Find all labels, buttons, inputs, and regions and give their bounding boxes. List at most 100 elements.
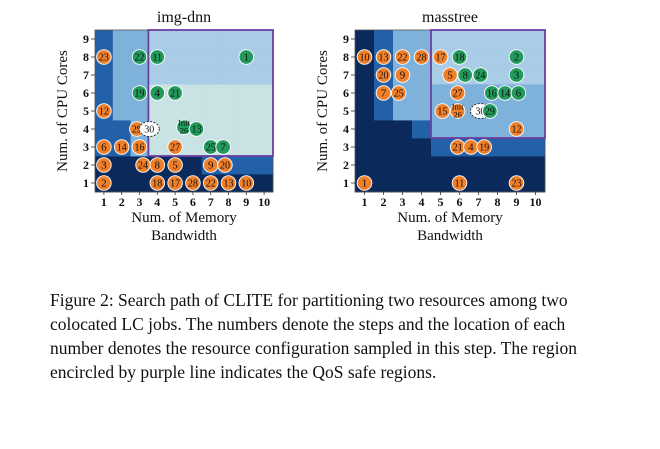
search-step-label: 20 <box>220 161 230 172</box>
search-step-circle <box>434 103 451 119</box>
heatmap-cell <box>393 138 413 157</box>
heatmap-cell <box>507 102 527 121</box>
search-step-circle <box>394 49 411 65</box>
search-step-label: 10 <box>241 179 251 190</box>
search-step-circle <box>149 49 166 65</box>
search-step-label: 22 <box>206 179 216 190</box>
search-step-marker: 4 <box>149 85 166 101</box>
heatmap-cell <box>431 84 451 103</box>
search-step-circle <box>356 175 373 191</box>
search-step-label: 16 <box>135 143 145 154</box>
search-step-marker: 17 <box>167 175 183 191</box>
heatmap-cell <box>412 84 432 103</box>
heatmap-cell <box>507 156 527 175</box>
search-step-label: 11 <box>455 179 465 190</box>
heatmap-cell <box>412 66 432 85</box>
search-step-label: 18 <box>455 53 465 64</box>
heatmap-cell <box>393 120 413 139</box>
search-step-label: Init <box>178 118 190 128</box>
x-tick-label: 8 <box>495 195 501 209</box>
search-step-label: 19 <box>135 89 145 100</box>
heatmap-cell <box>255 30 274 49</box>
heatmap-cell <box>469 84 489 103</box>
search-step-label: 2 <box>514 52 520 64</box>
chart-title: img-dnn <box>157 9 211 26</box>
y-tick-label: 8 <box>343 50 349 64</box>
heatmap-cell <box>130 174 149 193</box>
search-step-marker: 1 <box>238 49 255 65</box>
search-step-marker: 23 <box>96 49 112 65</box>
search-step-label: 19 <box>479 143 489 154</box>
search-step-marker: 13 <box>375 49 392 65</box>
heatmap-cell <box>412 120 432 139</box>
heatmap-cell <box>431 120 451 139</box>
search-step-label: 4 <box>468 142 474 154</box>
heatmap-cell <box>237 120 256 139</box>
heatmap-cell <box>166 66 185 85</box>
search-step-marker: 21 <box>449 139 466 155</box>
heatmap-cell <box>393 156 413 175</box>
heatmap-cell <box>469 174 489 193</box>
search-step-circle <box>96 139 112 155</box>
search-step-label: 28 <box>417 53 427 64</box>
search-step-label: 23 <box>512 179 522 190</box>
search-step-label: 30 <box>475 107 485 118</box>
x-tick-label: 2 <box>381 195 387 209</box>
search-step-label: 7 <box>220 142 226 154</box>
search-step-marker: 9 <box>394 67 411 83</box>
search-step-circle <box>510 85 527 101</box>
heatmap-cell <box>201 66 220 85</box>
search-step-circle <box>457 67 473 83</box>
heatmap-cell <box>488 156 508 175</box>
y-tick-label: 7 <box>83 68 89 82</box>
heatmap-cell <box>184 138 203 157</box>
search-step-marker: 1 <box>356 175 373 191</box>
heatmap-cell <box>130 102 149 121</box>
search-step-label: 27 <box>170 143 180 154</box>
search-step-marker: 27 <box>167 139 183 155</box>
heatmap-cell <box>130 66 149 85</box>
heatmap-cell <box>469 30 489 49</box>
heatmap-cell <box>488 48 508 67</box>
search-step-label: 17 <box>170 179 180 190</box>
heatmap-cell <box>355 156 375 175</box>
search-step-circle <box>451 49 468 65</box>
heatmap-cell <box>148 66 167 85</box>
search-step-marker: 22 <box>394 49 411 65</box>
y-axis-label: Num. of CPU Cores <box>315 50 331 172</box>
heatmap-cell <box>219 102 238 121</box>
heatmap-cell <box>450 120 470 139</box>
search-step-circle <box>217 157 233 173</box>
heatmap-cell <box>255 156 274 175</box>
search-step-circle <box>449 103 466 119</box>
search-step-circle <box>149 175 166 191</box>
heatmap-cell <box>148 30 167 49</box>
heatmap-cell <box>488 120 508 139</box>
search-step-marker: 22 <box>202 175 219 191</box>
search-step-label: 6 <box>516 88 522 100</box>
search-step-label: 9 <box>208 160 214 172</box>
search-step-label: 16 <box>487 89 497 100</box>
heatmap-cell <box>355 84 375 103</box>
search-step-marker: 24 <box>472 67 489 83</box>
heatmap-cell <box>393 174 413 193</box>
y-tick-label: 1 <box>343 176 349 190</box>
y-tick-label: 9 <box>343 32 349 46</box>
heatmap-cell <box>507 138 527 157</box>
heatmap-cell <box>166 102 185 121</box>
search-step-label: 29 <box>132 125 142 136</box>
search-step-marker: 16 <box>131 139 148 155</box>
heatmap-cell <box>201 30 220 49</box>
search-step-circle <box>390 85 407 101</box>
search-step-circle <box>96 175 112 191</box>
search-step-label: 9 <box>400 70 406 82</box>
y-tick-label: 3 <box>83 140 89 154</box>
search-step-circle <box>432 49 449 65</box>
y-tick-label: 7 <box>343 68 349 82</box>
heatmap-cell <box>112 30 131 49</box>
search-step-label: 1 <box>244 52 250 64</box>
search-step-marker: 13 <box>188 121 205 137</box>
